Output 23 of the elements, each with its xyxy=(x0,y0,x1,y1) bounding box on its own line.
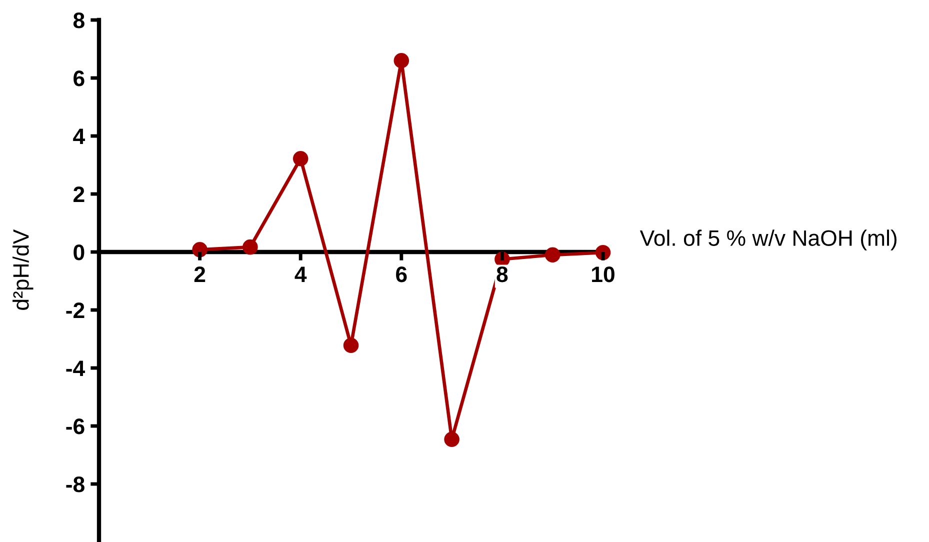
y-tick-label: -4 xyxy=(66,360,85,376)
y-tick-label: 8 xyxy=(73,12,84,28)
x-axis-title: Vol. of 5 % w/v NaOH (ml) xyxy=(640,230,896,250)
y-tick-label: -6 xyxy=(66,418,84,434)
point xyxy=(242,239,258,255)
point xyxy=(192,242,208,258)
y-axis-title: d²pH/dV xyxy=(12,229,34,310)
point xyxy=(343,338,359,354)
y-tick-label: 4 xyxy=(73,128,85,144)
x-tick-label: 4 xyxy=(294,266,307,282)
x-tick-label: 6 xyxy=(396,266,407,282)
point xyxy=(544,247,560,263)
point xyxy=(394,52,410,68)
y-tick-label: -2 xyxy=(66,302,84,318)
y-tick-label: 0 xyxy=(74,244,84,260)
y-tick-label: 2 xyxy=(74,186,84,202)
x-tick-label: 10 xyxy=(592,266,614,282)
y-tick-label: -8 xyxy=(66,476,84,492)
point xyxy=(292,150,308,166)
x-tick-label: 8 xyxy=(496,266,508,282)
y-tick-label: 6 xyxy=(74,70,84,86)
point xyxy=(444,432,460,447)
x-tick-label: 2 xyxy=(194,266,206,282)
